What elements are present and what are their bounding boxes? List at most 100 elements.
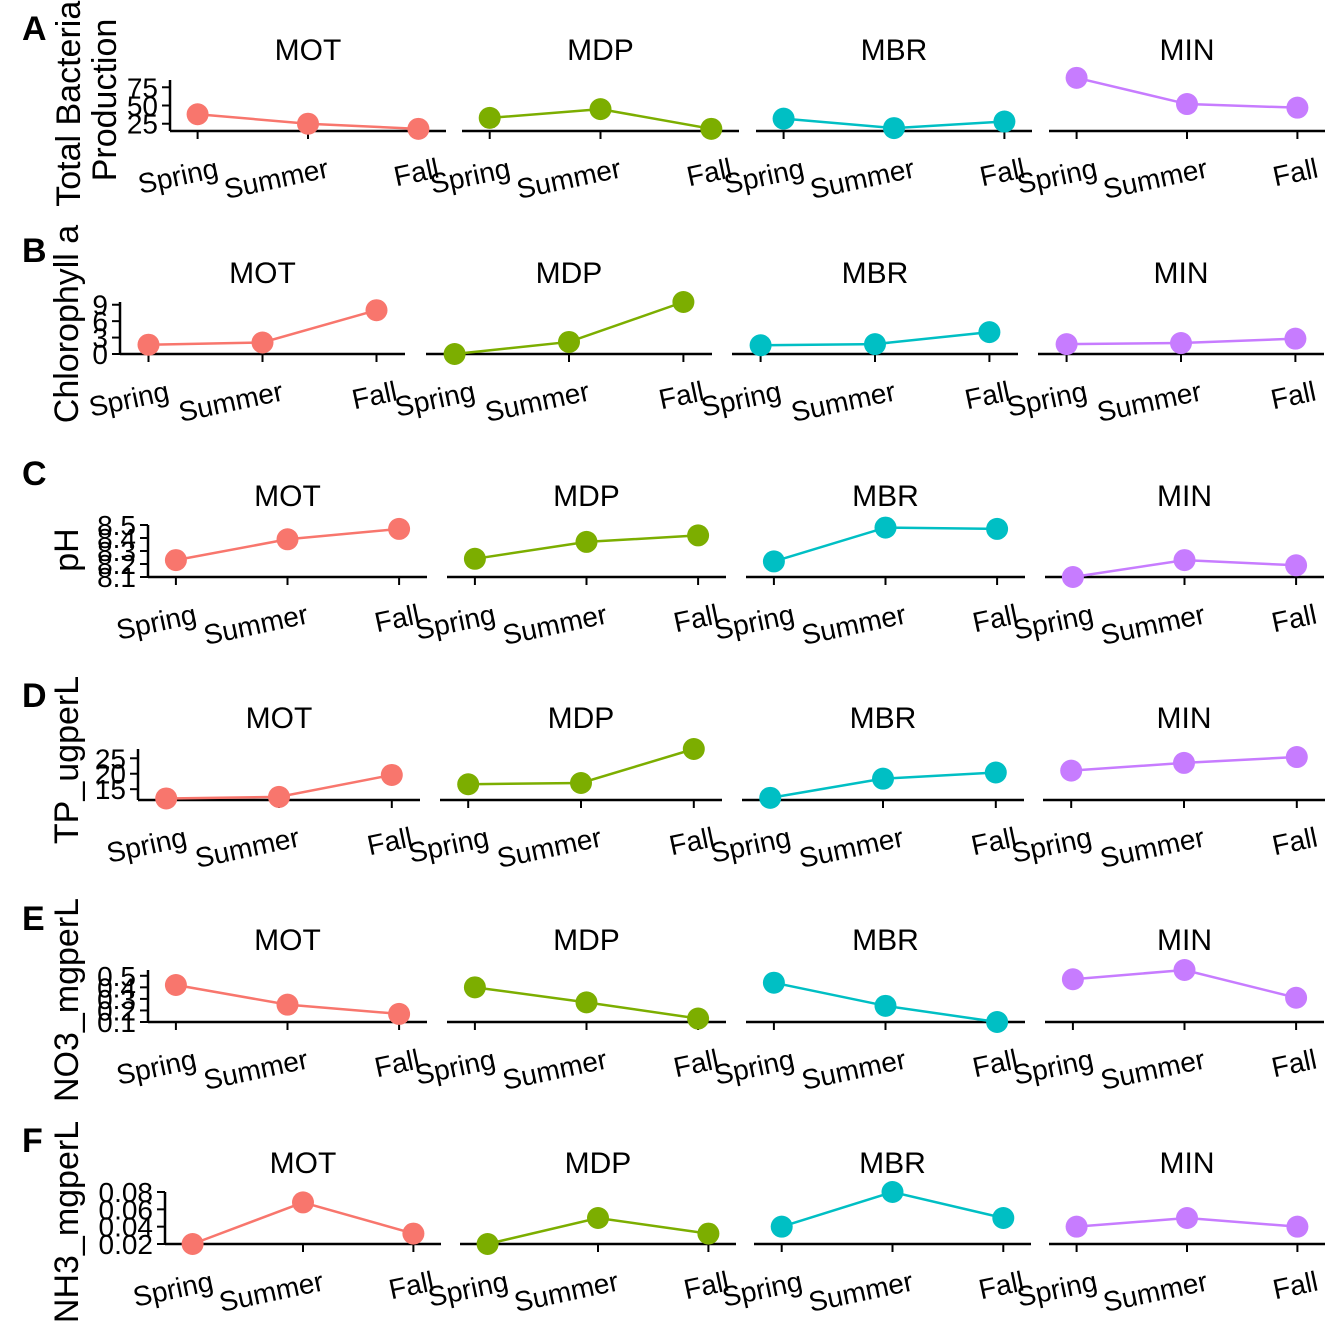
x-tick-label: Summer — [192, 822, 302, 874]
data-point-fall — [402, 1222, 425, 1245]
data-point-spring — [155, 787, 178, 810]
data-point-fall — [388, 517, 411, 540]
data-point-summer — [1173, 751, 1195, 774]
x-tick-label: Spring — [712, 1044, 798, 1091]
data-point-spring — [463, 976, 486, 999]
x-tick-label: Summer — [500, 599, 610, 651]
panel-letter: C — [22, 455, 47, 493]
y-axis-label-line: NH3_mgperL — [48, 1121, 86, 1323]
facet-min: MIN Spring Summer Fall — [1009, 702, 1325, 874]
data-point-spring — [749, 334, 772, 357]
y-axis-label: NO3_mgperL — [48, 898, 86, 1102]
data-point-fall — [1286, 96, 1309, 119]
x-tick-label: Spring — [698, 376, 784, 423]
data-point-summer — [1170, 332, 1192, 355]
y-tick-label: 8.4 — [97, 523, 136, 554]
x-tick-label: Summer — [788, 376, 898, 428]
data-point-spring — [443, 343, 466, 365]
facet-min: MIN Spring Summer Fall — [1014, 34, 1325, 205]
y-tick-label: 0.04 — [99, 1212, 154, 1243]
data-point-summer — [1173, 549, 1196, 572]
data-point-summer — [558, 330, 580, 353]
data-point-summer — [1176, 93, 1198, 116]
x-tick-label: Spring — [392, 376, 478, 423]
x-tick-label: Summer — [799, 1044, 909, 1096]
x-tick-label: Summer — [494, 822, 604, 874]
x-tick-label: Summer — [806, 1266, 916, 1318]
data-point-summer — [575, 991, 598, 1014]
y-axis-label-line: pH — [48, 528, 86, 571]
y-axis-label: NH3_mgperL — [48, 1121, 86, 1323]
data-point-fall — [682, 738, 705, 760]
facet-title: MOT — [246, 702, 313, 735]
x-tick-label: Spring — [1014, 1266, 1100, 1313]
facet-title: MOT — [254, 924, 321, 957]
data-point-fall — [697, 1222, 720, 1245]
y-tick-label: 8.1 — [97, 562, 136, 593]
facet-title: MBR — [852, 480, 919, 513]
y-tick-label: 0.1 — [97, 1007, 136, 1038]
facet-title: MIN — [1160, 1147, 1215, 1180]
x-tick-label: Summer — [176, 376, 286, 428]
data-point-summer — [881, 1181, 904, 1203]
data-point-summer — [864, 333, 886, 356]
facet-title: MIN — [1160, 34, 1215, 67]
y-tick-label: 9 — [92, 290, 108, 321]
data-point-fall — [672, 291, 695, 313]
facet-title: MDP — [536, 257, 603, 290]
y-tick-label: 3 — [92, 323, 108, 354]
data-point-summer — [1173, 959, 1196, 981]
data-point-summer — [251, 331, 274, 354]
x-tick-label: Summer — [1100, 153, 1210, 205]
facet-title: MBR — [842, 257, 909, 290]
x-tick-label: Spring — [1009, 822, 1095, 869]
facet-title: MDP — [553, 924, 620, 957]
panel-letter: B — [22, 232, 47, 270]
facet-min: MIN Spring Summer Fall — [1004, 257, 1324, 428]
y-tick-label: 8.2 — [97, 549, 136, 580]
panel-letter: A — [22, 10, 47, 48]
data-point-spring — [1065, 66, 1088, 89]
data-point-summer — [268, 785, 290, 808]
x-tick-label: Spring — [721, 153, 807, 200]
y-axis-label: Total BacterialProduction — [50, 0, 124, 207]
y-tick-label: 0.08 — [99, 1177, 154, 1208]
data-point-summer — [575, 530, 598, 553]
y-axis-label-line: TP_ugperL — [48, 676, 86, 844]
data-point-summer — [292, 1191, 314, 1214]
facet-title: MBR — [859, 1147, 926, 1180]
data-point-spring — [181, 1233, 204, 1255]
y-tick-label: 75 — [127, 72, 158, 103]
x-tick-label: Spring — [427, 153, 513, 200]
data-point-fall — [380, 763, 403, 786]
facet-min: MIN Spring Summer Fall — [1011, 924, 1324, 1096]
x-tick-label: Spring — [86, 376, 172, 423]
data-point-summer — [883, 117, 905, 140]
data-point-fall — [687, 524, 710, 547]
data-point-fall — [700, 117, 723, 140]
data-point-fall — [365, 299, 388, 322]
x-tick-label: Spring — [1011, 1044, 1097, 1091]
data-point-spring — [762, 971, 785, 994]
data-point-summer — [276, 993, 299, 1016]
y-tick-label: 6 — [92, 306, 108, 337]
x-tick-label: Summer — [1097, 822, 1207, 874]
x-tick-label: Summer — [807, 153, 917, 205]
data-point-spring — [186, 103, 209, 126]
x-tick-label: Spring — [406, 822, 492, 869]
data-point-spring — [463, 547, 486, 570]
y-axis-label-line: Total Bacterial — [50, 0, 88, 207]
x-tick-label: Fall — [1269, 822, 1320, 862]
data-point-fall — [978, 321, 1001, 344]
data-point-spring — [457, 773, 480, 796]
data-point-spring — [164, 549, 187, 572]
